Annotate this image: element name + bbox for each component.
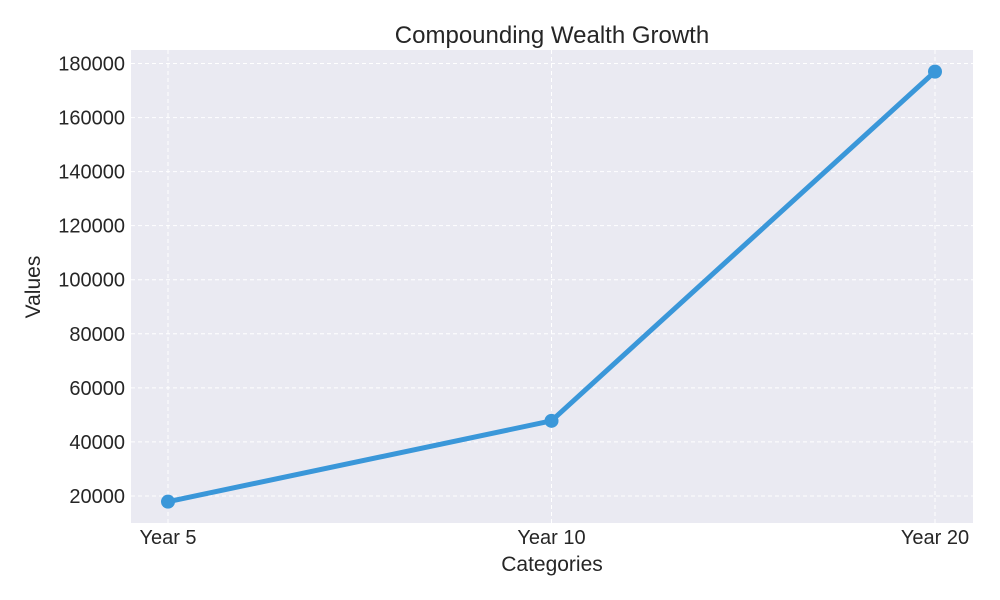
x-tick-labels: Year 5 Year 10 Year 20 xyxy=(139,527,969,549)
y-tick-label: 160000 xyxy=(58,108,125,130)
x-tick-label: Year 10 xyxy=(517,527,585,549)
y-tick-label: 40000 xyxy=(69,432,125,454)
data-point xyxy=(928,64,942,79)
series-layer xyxy=(161,64,942,509)
y-axis-label: Values xyxy=(22,256,45,319)
y-tick-label: 60000 xyxy=(69,378,125,400)
grid-lines xyxy=(131,50,973,523)
chart-title: Compounding Wealth Growth xyxy=(395,22,709,49)
y-tick-label: 20000 xyxy=(69,486,125,508)
x-axis-label: Categories xyxy=(501,553,603,576)
y-tick-labels: 20000 40000 60000 80000 100000 120000 140000 16… xyxy=(58,54,125,508)
data-point xyxy=(161,494,175,509)
x-tick-label: Year 5 xyxy=(139,527,196,549)
y-tick-label: 140000 xyxy=(58,162,125,184)
y-tick-label: 80000 xyxy=(69,324,125,346)
data-point xyxy=(544,413,559,428)
x-tick-label: Year 20 xyxy=(901,527,969,549)
y-tick-label: 180000 xyxy=(58,54,125,76)
y-tick-label: 120000 xyxy=(58,216,125,238)
y-tick-label: 100000 xyxy=(58,270,125,292)
